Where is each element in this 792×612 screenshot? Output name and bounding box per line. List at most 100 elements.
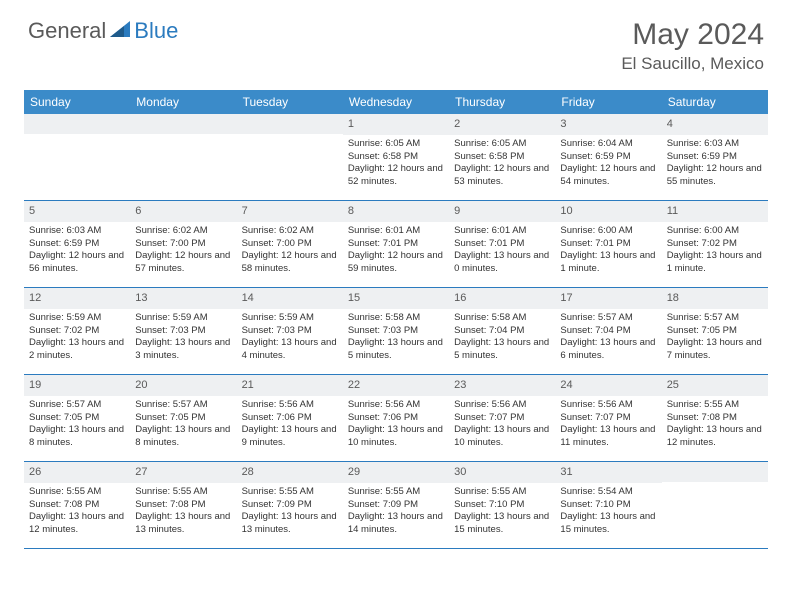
- sunset-text: Sunset: 6:59 PM: [29, 238, 125, 251]
- daylight-text: Daylight: 13 hours and 11 minutes.: [560, 424, 656, 450]
- sunrise-text: Sunrise: 5:55 AM: [135, 486, 231, 499]
- sunset-text: Sunset: 7:07 PM: [454, 412, 550, 425]
- empty-day-header: [24, 114, 130, 134]
- day-body: Sunrise: 6:01 AMSunset: 7:01 PMDaylight:…: [449, 224, 555, 280]
- calendar-day-cell: 8Sunrise: 6:01 AMSunset: 7:01 PMDaylight…: [343, 201, 449, 287]
- day-body: Sunrise: 5:55 AMSunset: 7:08 PMDaylight:…: [130, 485, 236, 541]
- calendar-day-cell: 2Sunrise: 6:05 AMSunset: 6:58 PMDaylight…: [449, 114, 555, 200]
- day-number: 29: [343, 462, 449, 483]
- sunset-text: Sunset: 6:58 PM: [348, 151, 444, 164]
- day-number: 17: [555, 288, 661, 309]
- day-body: Sunrise: 5:56 AMSunset: 7:06 PMDaylight:…: [237, 398, 343, 454]
- daylight-text: Daylight: 13 hours and 1 minute.: [560, 250, 656, 276]
- calendar-day-cell: 6Sunrise: 6:02 AMSunset: 7:00 PMDaylight…: [130, 201, 236, 287]
- calendar-week-row: 12Sunrise: 5:59 AMSunset: 7:02 PMDayligh…: [24, 288, 768, 375]
- day-number: 10: [555, 201, 661, 222]
- calendar-day-cell: 9Sunrise: 6:01 AMSunset: 7:01 PMDaylight…: [449, 201, 555, 287]
- calendar-header-cell: Sunday: [24, 90, 130, 114]
- sunrise-text: Sunrise: 6:00 AM: [667, 225, 763, 238]
- calendar-day-cell: 18Sunrise: 5:57 AMSunset: 7:05 PMDayligh…: [662, 288, 768, 374]
- daylight-text: Daylight: 13 hours and 4 minutes.: [242, 337, 338, 363]
- day-number: 2: [449, 114, 555, 135]
- day-body: Sunrise: 5:56 AMSunset: 7:07 PMDaylight:…: [449, 398, 555, 454]
- daylight-text: Daylight: 13 hours and 8 minutes.: [135, 424, 231, 450]
- day-body: Sunrise: 5:56 AMSunset: 7:06 PMDaylight:…: [343, 398, 449, 454]
- daylight-text: Daylight: 13 hours and 3 minutes.: [135, 337, 231, 363]
- day-number: 3: [555, 114, 661, 135]
- daylight-text: Daylight: 12 hours and 59 minutes.: [348, 250, 444, 276]
- day-number: 28: [237, 462, 343, 483]
- sunset-text: Sunset: 7:05 PM: [29, 412, 125, 425]
- sunset-text: Sunset: 7:00 PM: [242, 238, 338, 251]
- sunrise-text: Sunrise: 5:56 AM: [560, 399, 656, 412]
- daylight-text: Daylight: 13 hours and 15 minutes.: [560, 511, 656, 537]
- daylight-text: Daylight: 13 hours and 13 minutes.: [135, 511, 231, 537]
- sunrise-text: Sunrise: 6:01 AM: [454, 225, 550, 238]
- sunrise-text: Sunrise: 5:55 AM: [454, 486, 550, 499]
- daylight-text: Daylight: 13 hours and 5 minutes.: [454, 337, 550, 363]
- daylight-text: Daylight: 13 hours and 7 minutes.: [667, 337, 763, 363]
- calendar-day-cell: 13Sunrise: 5:59 AMSunset: 7:03 PMDayligh…: [130, 288, 236, 374]
- calendar-day-cell: 24Sunrise: 5:56 AMSunset: 7:07 PMDayligh…: [555, 375, 661, 461]
- sunrise-text: Sunrise: 5:55 AM: [242, 486, 338, 499]
- calendar: SundayMondayTuesdayWednesdayThursdayFrid…: [24, 90, 768, 549]
- daylight-text: Daylight: 12 hours and 55 minutes.: [667, 163, 763, 189]
- sunset-text: Sunset: 7:08 PM: [135, 499, 231, 512]
- logo-text-blue: Blue: [134, 18, 178, 44]
- sunrise-text: Sunrise: 5:58 AM: [348, 312, 444, 325]
- daylight-text: Daylight: 13 hours and 15 minutes.: [454, 511, 550, 537]
- calendar-day-cell: [130, 114, 236, 200]
- calendar-day-cell: 11Sunrise: 6:00 AMSunset: 7:02 PMDayligh…: [662, 201, 768, 287]
- sunset-text: Sunset: 7:01 PM: [348, 238, 444, 251]
- calendar-week-row: 19Sunrise: 5:57 AMSunset: 7:05 PMDayligh…: [24, 375, 768, 462]
- sunset-text: Sunset: 7:03 PM: [135, 325, 231, 338]
- daylight-text: Daylight: 13 hours and 10 minutes.: [348, 424, 444, 450]
- daylight-text: Daylight: 13 hours and 14 minutes.: [348, 511, 444, 537]
- day-number: 23: [449, 375, 555, 396]
- calendar-header-cell: Tuesday: [237, 90, 343, 114]
- calendar-day-cell: 12Sunrise: 5:59 AMSunset: 7:02 PMDayligh…: [24, 288, 130, 374]
- day-number: 22: [343, 375, 449, 396]
- day-body: Sunrise: 5:57 AMSunset: 7:05 PMDaylight:…: [662, 311, 768, 367]
- calendar-day-cell: 30Sunrise: 5:55 AMSunset: 7:10 PMDayligh…: [449, 462, 555, 548]
- sunset-text: Sunset: 7:05 PM: [135, 412, 231, 425]
- calendar-header-cell: Thursday: [449, 90, 555, 114]
- sunrise-text: Sunrise: 6:03 AM: [29, 225, 125, 238]
- day-body: Sunrise: 5:56 AMSunset: 7:07 PMDaylight:…: [555, 398, 661, 454]
- daylight-text: Daylight: 12 hours and 58 minutes.: [242, 250, 338, 276]
- day-body: Sunrise: 6:02 AMSunset: 7:00 PMDaylight:…: [237, 224, 343, 280]
- day-body: Sunrise: 5:55 AMSunset: 7:08 PMDaylight:…: [662, 398, 768, 454]
- sunset-text: Sunset: 7:09 PM: [348, 499, 444, 512]
- calendar-day-cell: 22Sunrise: 5:56 AMSunset: 7:06 PMDayligh…: [343, 375, 449, 461]
- daylight-text: Daylight: 12 hours and 56 minutes.: [29, 250, 125, 276]
- calendar-day-cell: 4Sunrise: 6:03 AMSunset: 6:59 PMDaylight…: [662, 114, 768, 200]
- empty-day-header: [130, 114, 236, 134]
- day-number: 9: [449, 201, 555, 222]
- sunset-text: Sunset: 6:59 PM: [560, 151, 656, 164]
- daylight-text: Daylight: 12 hours and 52 minutes.: [348, 163, 444, 189]
- day-body: Sunrise: 5:58 AMSunset: 7:04 PMDaylight:…: [449, 311, 555, 367]
- calendar-header-cell: Friday: [555, 90, 661, 114]
- sunrise-text: Sunrise: 5:56 AM: [348, 399, 444, 412]
- empty-day-header: [237, 114, 343, 134]
- calendar-week-row: 26Sunrise: 5:55 AMSunset: 7:08 PMDayligh…: [24, 462, 768, 549]
- day-number: 20: [130, 375, 236, 396]
- sunset-text: Sunset: 7:01 PM: [560, 238, 656, 251]
- calendar-day-cell: 29Sunrise: 5:55 AMSunset: 7:09 PMDayligh…: [343, 462, 449, 548]
- day-number: 27: [130, 462, 236, 483]
- day-body: Sunrise: 5:59 AMSunset: 7:02 PMDaylight:…: [24, 311, 130, 367]
- calendar-body: 1Sunrise: 6:05 AMSunset: 6:58 PMDaylight…: [24, 114, 768, 549]
- sunset-text: Sunset: 7:02 PM: [667, 238, 763, 251]
- sunrise-text: Sunrise: 6:02 AM: [242, 225, 338, 238]
- sunrise-text: Sunrise: 6:02 AM: [135, 225, 231, 238]
- day-number: 31: [555, 462, 661, 483]
- day-number: 7: [237, 201, 343, 222]
- daylight-text: Daylight: 13 hours and 10 minutes.: [454, 424, 550, 450]
- sunrise-text: Sunrise: 5:56 AM: [242, 399, 338, 412]
- sunset-text: Sunset: 7:04 PM: [560, 325, 656, 338]
- day-number: 18: [662, 288, 768, 309]
- day-number: 25: [662, 375, 768, 396]
- calendar-day-cell: 1Sunrise: 6:05 AMSunset: 6:58 PMDaylight…: [343, 114, 449, 200]
- day-body: Sunrise: 5:58 AMSunset: 7:03 PMDaylight:…: [343, 311, 449, 367]
- day-number: 26: [24, 462, 130, 483]
